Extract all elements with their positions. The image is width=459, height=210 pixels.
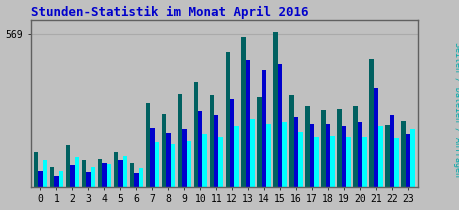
Bar bbox=[309, 123, 313, 187]
Bar bbox=[369, 59, 373, 187]
Bar bbox=[261, 70, 266, 187]
Bar bbox=[58, 171, 63, 187]
Bar bbox=[313, 137, 318, 187]
Bar bbox=[186, 141, 190, 187]
Bar bbox=[66, 145, 70, 187]
Bar bbox=[202, 134, 207, 187]
Bar bbox=[409, 129, 414, 187]
Bar bbox=[197, 111, 202, 187]
Bar bbox=[166, 133, 170, 187]
Bar bbox=[213, 116, 218, 187]
Bar bbox=[282, 122, 286, 187]
Bar bbox=[161, 114, 166, 187]
Bar bbox=[86, 172, 90, 187]
Bar bbox=[138, 168, 143, 187]
Bar bbox=[129, 163, 134, 187]
Bar bbox=[218, 137, 223, 187]
Bar bbox=[330, 136, 334, 187]
Bar bbox=[50, 167, 54, 187]
Bar bbox=[293, 117, 298, 187]
Bar bbox=[389, 116, 393, 187]
Bar bbox=[113, 152, 118, 187]
Bar bbox=[150, 127, 154, 187]
Bar bbox=[405, 134, 409, 187]
Bar bbox=[209, 95, 213, 187]
Bar bbox=[277, 64, 282, 187]
Bar bbox=[102, 163, 106, 187]
Bar bbox=[54, 176, 58, 187]
Bar bbox=[225, 52, 230, 187]
Bar bbox=[373, 88, 377, 187]
Bar bbox=[357, 122, 362, 187]
Bar bbox=[134, 173, 138, 187]
Bar bbox=[193, 82, 197, 187]
Bar bbox=[246, 60, 250, 187]
Bar bbox=[34, 152, 38, 187]
Bar bbox=[305, 106, 309, 187]
Bar bbox=[154, 142, 159, 187]
Bar bbox=[230, 99, 234, 187]
Bar bbox=[74, 157, 79, 187]
Bar bbox=[106, 164, 111, 187]
Bar bbox=[321, 110, 325, 187]
Bar bbox=[38, 171, 43, 187]
Bar bbox=[97, 159, 102, 187]
Bar bbox=[393, 138, 398, 187]
Bar bbox=[90, 167, 95, 187]
Bar bbox=[182, 129, 186, 187]
Text: Stunden-Statistik im Monat April 2016: Stunden-Statistik im Monat April 2016 bbox=[31, 5, 308, 19]
Bar bbox=[266, 123, 270, 187]
Bar bbox=[82, 160, 86, 187]
Bar bbox=[385, 125, 389, 187]
Bar bbox=[346, 137, 350, 187]
Bar bbox=[325, 123, 330, 187]
Bar bbox=[145, 103, 150, 187]
Bar bbox=[400, 121, 405, 187]
Bar bbox=[122, 156, 127, 187]
Bar bbox=[250, 119, 254, 187]
Bar bbox=[353, 106, 357, 187]
Bar bbox=[177, 94, 182, 187]
Bar bbox=[118, 160, 122, 187]
Bar bbox=[70, 165, 74, 187]
Bar bbox=[234, 126, 238, 187]
Bar bbox=[241, 37, 246, 187]
Bar bbox=[336, 109, 341, 187]
Bar bbox=[377, 126, 382, 187]
Bar bbox=[362, 137, 366, 187]
Bar bbox=[289, 95, 293, 187]
Bar bbox=[43, 160, 47, 187]
Bar bbox=[257, 97, 261, 187]
Bar bbox=[273, 32, 277, 187]
Bar bbox=[298, 132, 302, 187]
Bar bbox=[341, 126, 346, 187]
Bar bbox=[170, 144, 174, 187]
Text: Seiten / Dateien / Anfragen: Seiten / Dateien / Anfragen bbox=[452, 42, 459, 177]
